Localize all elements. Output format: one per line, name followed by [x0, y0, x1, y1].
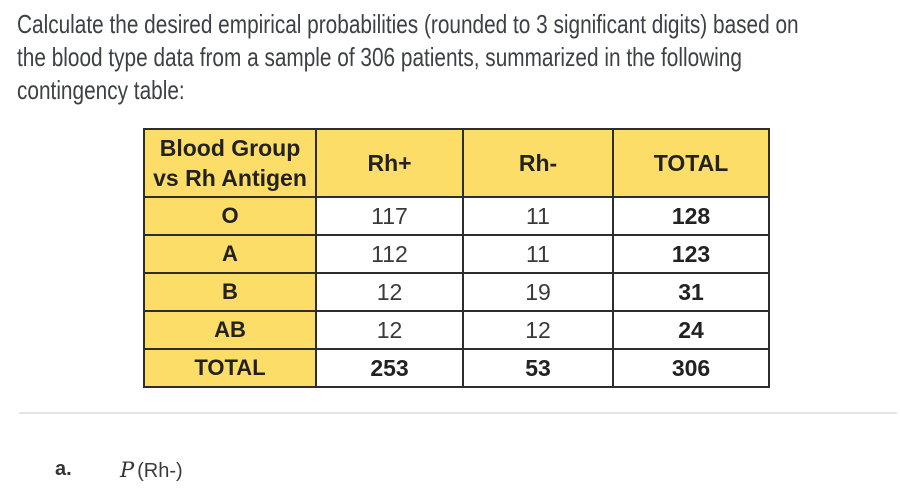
cell-O-total: 128: [612, 196, 770, 236]
row-label-AB: AB: [143, 310, 317, 350]
corner-header-cell: Blood Group vs Rh Antigen: [143, 128, 317, 198]
table-header-row: Blood Group vs Rh Antigen Rh+ Rh- TOTAL: [143, 128, 770, 198]
row-label-B: B: [143, 272, 317, 312]
row-label-A: A: [143, 234, 317, 274]
cell-B-rh-positive: 12: [315, 272, 464, 312]
statement-line-3: contingency table:: [17, 75, 185, 105]
cell-AB-rh-negative: 12: [462, 310, 614, 350]
cell-A-rh-negative: 11: [462, 234, 614, 274]
cell-total-total: 306: [612, 348, 770, 388]
corner-header-line-1: Blood Group: [159, 135, 301, 161]
cell-B-rh-negative: 19: [462, 272, 614, 312]
table-row-total: TOTAL 253 53 306: [143, 348, 770, 388]
table-row-A: A 112 11 123: [143, 234, 770, 274]
problem-statement: Calculate the desired empirical probabil…: [17, 8, 900, 107]
cell-AB-rh-positive: 12: [315, 310, 464, 350]
column-header-rh-positive: Rh+: [315, 128, 464, 198]
row-label-total: TOTAL: [143, 348, 317, 388]
contingency-table-wrap: Blood Group vs Rh Antigen Rh+ Rh- TOTAL …: [143, 128, 770, 388]
statement-line-2: the blood type data from a sample of 306…: [17, 42, 742, 72]
table-row-B: B 12 19 31: [143, 272, 770, 312]
probability-argument: (Rh-): [137, 460, 183, 482]
question-item-label: a.: [55, 458, 72, 480]
cell-AB-total: 24: [612, 310, 770, 350]
cell-B-total: 31: [612, 272, 770, 312]
contingency-table: Blood Group vs Rh Antigen Rh+ Rh- TOTAL …: [143, 128, 770, 388]
question-item-a: a. P (Rh-): [0, 458, 900, 484]
cell-O-rh-negative: 11: [462, 196, 614, 236]
cell-total-rh-negative: 53: [462, 348, 614, 388]
section-divider: [19, 412, 897, 414]
cell-A-rh-positive: 112: [315, 234, 464, 274]
statement-line-1: Calculate the desired empirical probabil…: [17, 9, 799, 39]
column-header-rh-negative: Rh-: [462, 128, 614, 198]
probability-symbol: P: [120, 458, 135, 482]
table-row-O: O 117 11 128: [143, 196, 770, 236]
row-label-O: O: [143, 196, 317, 236]
column-header-total: TOTAL: [612, 128, 770, 198]
table-row-AB: AB 12 12 24: [143, 310, 770, 350]
cell-O-rh-positive: 117: [315, 196, 464, 236]
cell-A-total: 123: [612, 234, 770, 274]
corner-header-line-2: vs Rh Antigen: [153, 165, 307, 191]
probability-expression: P (Rh-): [120, 458, 183, 483]
cell-total-rh-positive: 253: [315, 348, 464, 388]
